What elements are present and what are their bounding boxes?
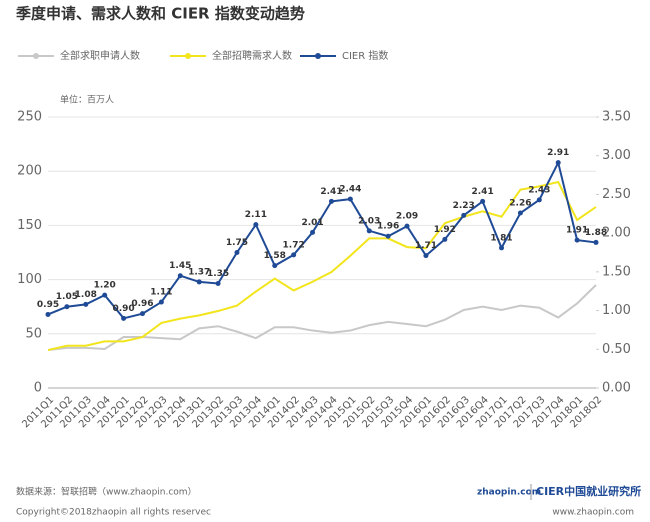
value-label: 1.92 [434,225,456,235]
point [461,212,467,218]
legend-label: 全部招聘需求人数 [212,49,292,62]
unit-label: 单位：百万人 [60,94,114,106]
value-label: 0.96 [131,299,153,309]
y-tick-label: 50 [25,326,42,341]
source: 数据来源：智联招聘（www.zhaopin.com） [16,486,197,498]
value-label: 2.43 [528,185,550,195]
point [121,315,127,321]
point [310,229,316,235]
point [253,222,259,228]
legend-label: CIER 指数 [342,49,388,62]
value-label: 1.58 [264,251,286,261]
value-label: 1.75 [226,238,248,248]
value-label: 2.11 [245,210,267,220]
point [499,245,505,251]
series-line [47,180,597,352]
value-label: 1.11 [150,288,172,298]
y2-tick-label: 0.00 [602,381,631,396]
value-label: 0.95 [37,300,59,310]
y-tick-label: 150 [17,218,42,233]
value-label: 2.41 [472,187,494,197]
value-label: 1.91 [566,226,588,236]
point [196,279,202,285]
point [555,160,561,166]
value-label: 1.72 [283,240,305,250]
point [385,233,391,239]
value-label: 1.05 [56,292,78,302]
value-label: 2.26 [509,199,531,209]
value-label: 1.96 [377,222,399,232]
point [593,239,599,245]
value-label: 2.91 [547,148,569,158]
point [423,253,429,259]
value-label: 2.01 [301,218,323,228]
point [215,280,221,286]
point [366,228,372,234]
url: www.zhaopin.com [552,508,634,518]
value-label: 2.41 [320,187,342,197]
logo-zhaopin: zhaopin.com [477,488,541,498]
point [234,250,240,255]
legend-marker [33,53,39,59]
y-tick-label: 200 [17,164,42,179]
y2-tick-label: 3.50 [602,110,631,125]
point [536,197,542,203]
value-label: 1.45 [169,261,191,271]
y-tick-label: 100 [17,272,42,287]
y-tick-label: 0 [34,381,42,396]
point [83,301,89,307]
value-label: 1.71 [415,241,437,251]
legend-label: 全部求职申请人数 [60,49,140,62]
point [102,292,108,298]
value-label: 2.03 [358,216,380,226]
y2-tick-label: 2.00 [602,226,631,241]
value-label: 1.08 [75,290,97,300]
series-line [47,159,597,320]
point [272,263,278,269]
y-tick-label: 250 [17,110,42,125]
y2-tick-label: 3.00 [602,148,631,163]
chart-title: 季度申请、需求人数和 CIER 指数变动趋势 [16,5,305,23]
point [328,198,334,204]
value-label: 1.37 [188,267,210,277]
point [347,196,353,202]
point [45,311,51,317]
legend-marker [315,53,321,59]
value-label: 2.09 [396,212,418,222]
copyright: Copyright©2018zhaopin all rights reserve… [16,508,211,518]
value-label: 1.81 [490,233,512,243]
y2-tick-label: 1.50 [602,264,631,279]
legend-marker [185,53,191,59]
point [64,304,70,310]
point [158,299,164,305]
point [574,237,580,243]
point [177,273,183,279]
point [442,236,448,242]
point [139,311,145,317]
logo-cier: CIER中国就业研究所 [536,484,641,498]
value-label: 1.35 [207,269,229,279]
point [291,252,297,258]
value-label: 2.23 [453,201,475,211]
value-label: 2.44 [339,185,361,195]
value-label: 0.90 [112,304,134,314]
point [517,210,523,216]
point [480,198,486,204]
y2-tick-label: 1.00 [602,303,631,318]
y2-tick-label: 0.50 [602,342,631,357]
point [404,223,410,229]
value-label: 1.20 [94,281,116,291]
y2-tick-label: 2.50 [602,187,631,202]
value-label: 1.88 [585,228,607,238]
